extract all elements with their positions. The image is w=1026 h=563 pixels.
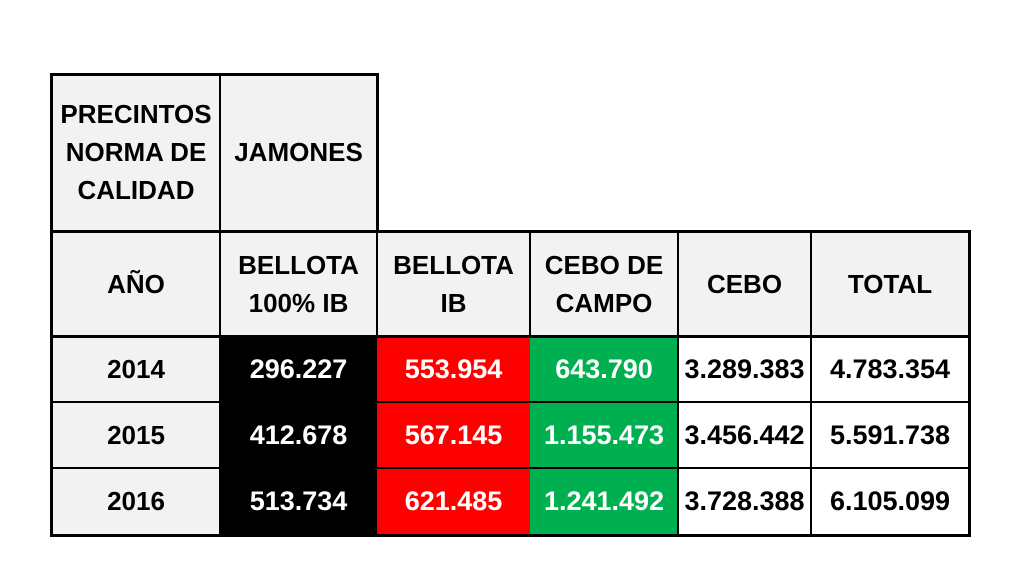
table-row-year: 2016 <box>52 469 220 535</box>
column-header-bellota-100-line-2: 100% IB <box>248 287 349 318</box>
precintos-header-line-3: CALIDAD <box>77 174 195 205</box>
grid-line <box>50 401 971 403</box>
grid-line <box>50 467 971 469</box>
grid-line <box>50 230 971 233</box>
grid-line <box>376 73 379 233</box>
table-cell-bellota-100: 513.734 <box>220 469 377 535</box>
table-cell-bellota-ib: 567.145 <box>377 403 530 468</box>
precintos-header-cell: PRECINTOS NORMA DE CALIDAD <box>52 75 220 231</box>
table-cell-total: 6.105.099 <box>811 469 969 535</box>
table-cell-bellota-100: 296.227 <box>220 337 377 402</box>
table-cell-cebo: 3.456.442 <box>678 403 811 468</box>
column-header-cebo-campo: CEBO DE CAMPO <box>530 233 678 336</box>
grid-line <box>677 335 679 535</box>
table-cell-cebo-campo: 1.241.492 <box>530 469 678 535</box>
table-row-year: 2014 <box>52 337 220 402</box>
column-header-cebo: CEBO <box>678 233 811 336</box>
table-cell-total: 5.591.738 <box>811 403 969 468</box>
table-cell-cebo-campo: 1.155.473 <box>530 403 678 468</box>
table-cell-bellota-100: 412.678 <box>220 403 377 468</box>
column-header-year: AÑO <box>52 233 220 336</box>
grid-line <box>219 335 221 535</box>
column-header-cebo-campo-line-1: CEBO DE <box>544 249 664 280</box>
column-header-total-label: TOTAL <box>847 268 933 299</box>
column-header-year-label: AÑO <box>107 268 165 299</box>
grid-line <box>376 230 378 337</box>
grid-line <box>810 230 812 337</box>
precintos-header-line-2: NORMA DE <box>65 137 207 168</box>
jamones-header-label: JAMONES <box>234 137 363 168</box>
grid-line <box>677 230 679 337</box>
grid-line <box>968 230 971 537</box>
grid-line <box>50 73 379 76</box>
table-cell-bellota-ib: 621.485 <box>377 469 530 535</box>
grid-line <box>50 534 971 537</box>
column-header-cebo-label: CEBO <box>706 268 783 299</box>
column-header-bellota-100-line-1: BELLOTA <box>238 249 359 280</box>
grid-line <box>50 73 53 537</box>
table-cell-total: 4.783.354 <box>811 337 969 402</box>
grid-line <box>219 230 221 337</box>
jamones-header-cell: JAMONES <box>220 75 377 231</box>
table-cell-bellota-ib: 553.954 <box>377 337 530 402</box>
table-cell-cebo-campo: 643.790 <box>530 337 678 402</box>
grid-line <box>810 335 812 535</box>
table-cell-cebo: 3.728.388 <box>678 469 811 535</box>
column-header-total: TOTAL <box>811 233 969 336</box>
column-header-bellota-ib-label: BELLOTA IB <box>393 249 514 318</box>
table-row-year: 2015 <box>52 403 220 468</box>
column-header-bellota-100: BELLOTA 100% IB <box>220 233 377 336</box>
table-cell-cebo: 3.289.383 <box>678 337 811 402</box>
column-header-cebo-campo-line-2: CAMPO <box>555 287 653 318</box>
grid-line <box>529 230 531 337</box>
grid-line <box>219 73 221 233</box>
column-header-bellota-ib: BELLOTA IB <box>377 233 530 336</box>
precintos-header-line-1: PRECINTOS <box>60 99 212 130</box>
grid-line <box>50 335 971 338</box>
